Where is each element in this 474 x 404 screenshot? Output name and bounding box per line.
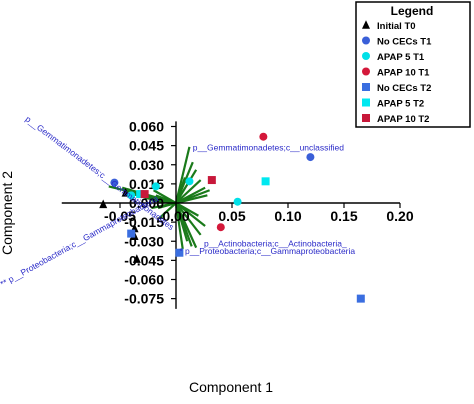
legend-marker	[362, 98, 370, 107]
x-tick-label: 0.10	[274, 208, 301, 224]
loading-vector	[174, 202, 184, 250]
y-axis-title: Component 2	[0, 171, 15, 255]
data-point	[259, 132, 268, 141]
axes: -0.05 0.00 0.05 0.10 0.15 0.20 0.060 0.045 0.030…	[61, 119, 414, 309]
loading-label: * p__Proteobacteria;c__Gammaproteobacter…	[179, 246, 355, 256]
data-point	[233, 197, 242, 206]
y-tick-label: 0.000	[129, 195, 164, 211]
loading-vector	[175, 179, 202, 204]
legend-label: No CECs T1	[377, 37, 432, 48]
loading-vector	[175, 202, 199, 217]
y-tick-label: 0.030	[129, 157, 164, 173]
data-point	[140, 190, 149, 199]
loading-label: p__Actinobacteria;c__Actinobacteria_	[204, 238, 347, 248]
data-point	[127, 191, 136, 200]
y-tick-label: 0.045	[129, 138, 164, 154]
loading-vector	[151, 201, 177, 210]
x-tick-label: 0.05	[218, 208, 245, 224]
data-point	[136, 190, 145, 199]
legend-label: APAP 5 T1	[377, 52, 425, 63]
x-tick-label: -0.05	[104, 208, 136, 224]
x-axis-title: Component 1	[189, 379, 273, 395]
data-points	[99, 132, 365, 303]
y-tick-label: 0.060	[129, 119, 164, 135]
data-point	[99, 199, 108, 209]
data-point	[216, 223, 225, 232]
data-point	[261, 177, 270, 186]
legend-label: APAP 5 T2	[377, 99, 424, 110]
legend-label: No CECs T2	[377, 83, 431, 94]
loading-vector	[175, 202, 202, 236]
data-point	[207, 176, 216, 185]
legend-box	[355, 1, 471, 128]
legend-marker	[362, 52, 370, 60]
legend-label: APAP 10 T1	[377, 68, 430, 79]
data-point	[127, 229, 136, 238]
legend: Legend Initial T0 No CECs T1 APAP 5 T1 APAP…	[355, 1, 471, 128]
legend-marker	[362, 36, 370, 45]
x-tick-label: 0.20	[386, 208, 413, 224]
legend-label: Initial T0	[377, 21, 416, 32]
legend-marker	[362, 83, 370, 91]
legend-marker	[362, 20, 370, 29]
loading-vector	[174, 202, 198, 249]
x-tick-label: 0.00	[162, 208, 189, 224]
data-point	[185, 177, 194, 186]
loading-label: p__Gemmatimonadetes;c__unclassified	[193, 143, 344, 153]
legend-label: APAP 10 T2	[377, 114, 429, 125]
data-point	[356, 294, 365, 303]
legend-marker	[362, 67, 370, 76]
y-tick-label: -0.060	[124, 272, 164, 288]
data-point	[306, 153, 315, 162]
y-tick-label: -0.075	[124, 291, 164, 307]
loading-vector	[174, 177, 186, 204]
data-point	[110, 178, 119, 187]
x-tick-label: 0.15	[330, 208, 357, 224]
data-point	[175, 248, 184, 257]
y-tick-label: -0.045	[124, 252, 164, 268]
data-point	[132, 254, 141, 263]
legend-marker	[362, 114, 370, 122]
loading-vector	[175, 189, 210, 205]
data-point	[151, 182, 160, 191]
loading-vector	[158, 202, 177, 220]
legend-title: Legend	[391, 4, 434, 18]
